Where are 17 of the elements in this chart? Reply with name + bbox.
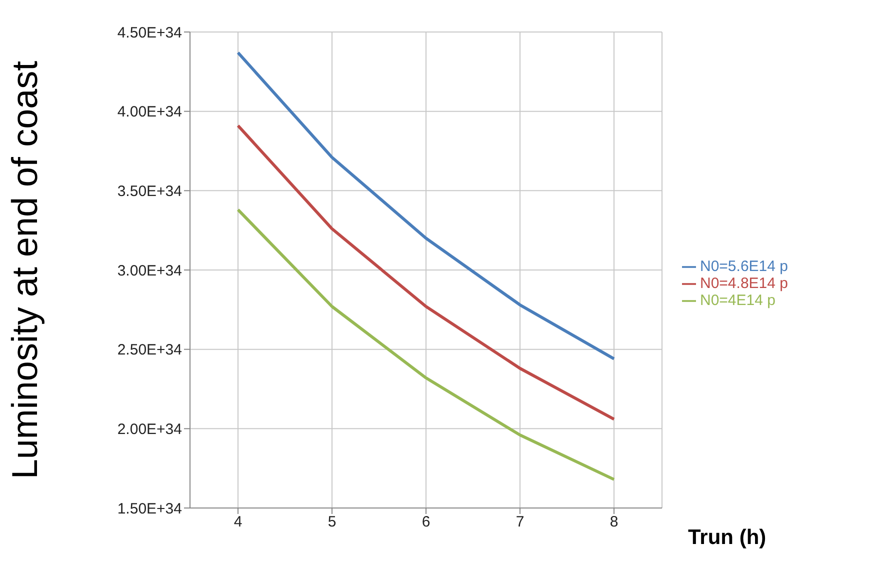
x-tick-label: 4 — [234, 514, 242, 531]
legend-label: N0=4.8E14 p — [700, 274, 788, 292]
x-tick-label: 5 — [328, 514, 336, 531]
x-tick-label: 7 — [516, 514, 524, 531]
y-tick-label: 1.50E+34 — [117, 500, 182, 518]
y-tick-label: 2.50E+34 — [117, 342, 182, 359]
legend-label: N0=4E14 p — [700, 292, 776, 308]
y-tick-label: 4.00E+34 — [117, 104, 182, 121]
legend-label: N0=5.6E14 p — [700, 258, 788, 274]
y-tick-label: 3.50E+34 — [117, 182, 182, 200]
y-tick-label: 3.00E+34 — [117, 262, 182, 280]
x-tick-label: 8 — [610, 514, 618, 531]
y-tick-label: 4.50E+34 — [117, 24, 182, 42]
y-tick-label: 2.00E+34 — [117, 420, 182, 438]
x-tick-label: 6 — [422, 514, 430, 531]
x-axis-title: Trun (h) — [688, 526, 766, 550]
y-axis-title: Luminosity at end of coast — [4, 60, 45, 480]
